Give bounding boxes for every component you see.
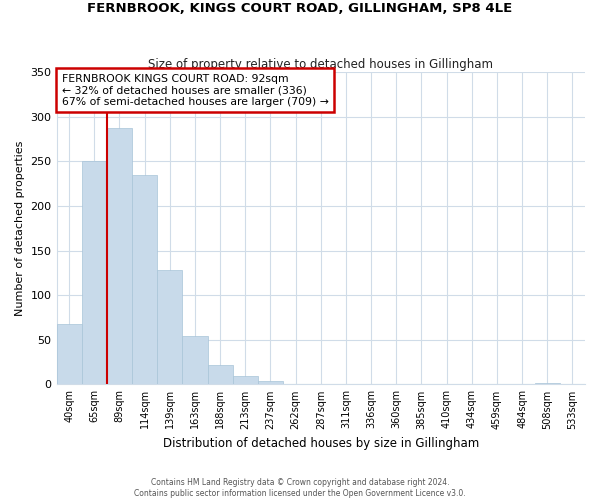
Bar xyxy=(132,175,157,384)
Bar xyxy=(82,162,107,384)
Bar xyxy=(107,128,132,384)
Bar xyxy=(182,336,208,384)
Bar xyxy=(157,270,182,384)
Bar xyxy=(208,365,233,384)
Bar xyxy=(233,376,258,384)
Text: Contains HM Land Registry data © Crown copyright and database right 2024.
Contai: Contains HM Land Registry data © Crown c… xyxy=(134,478,466,498)
Text: FERNBROOK, KINGS COURT ROAD, GILLINGHAM, SP8 4LE: FERNBROOK, KINGS COURT ROAD, GILLINGHAM,… xyxy=(88,2,512,16)
Title: Size of property relative to detached houses in Gillingham: Size of property relative to detached ho… xyxy=(148,58,493,71)
Y-axis label: Number of detached properties: Number of detached properties xyxy=(15,140,25,316)
Bar xyxy=(258,381,283,384)
Text: FERNBROOK KINGS COURT ROAD: 92sqm
← 32% of detached houses are smaller (336)
67%: FERNBROOK KINGS COURT ROAD: 92sqm ← 32% … xyxy=(62,74,329,107)
Bar xyxy=(56,324,82,384)
X-axis label: Distribution of detached houses by size in Gillingham: Distribution of detached houses by size … xyxy=(163,437,479,450)
Bar xyxy=(535,382,560,384)
